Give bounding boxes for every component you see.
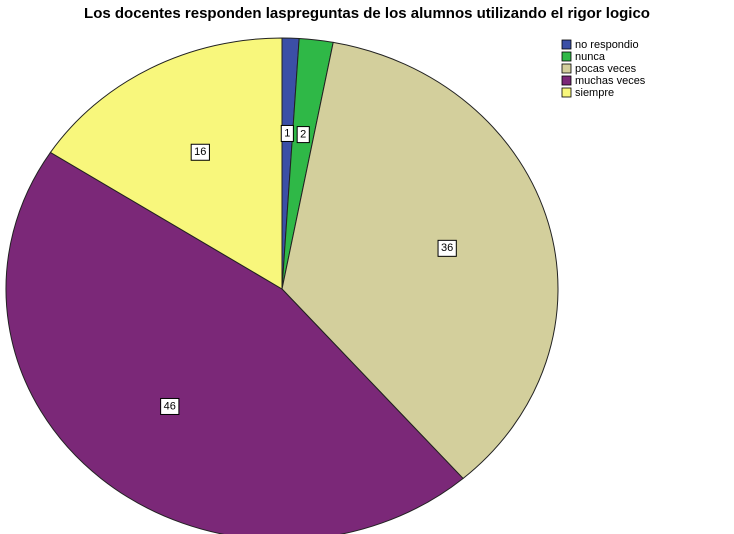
value-label-box — [296, 126, 310, 144]
legend-swatch — [561, 39, 572, 50]
value-label: 46 — [160, 397, 180, 415]
legend-label: siempre — [575, 87, 614, 99]
value-label-text: 16 — [194, 146, 206, 158]
value-label-text: 1 — [284, 127, 290, 139]
value-label-text: 36 — [441, 242, 453, 254]
value-label-text: 46 — [164, 400, 176, 412]
value-label-text: 2 — [300, 128, 306, 140]
value-label-box — [190, 143, 210, 161]
value-label: 36 — [437, 239, 457, 257]
legend-swatch — [561, 75, 572, 86]
value-label: 2 — [296, 126, 310, 144]
legend-label: nunca — [575, 51, 606, 63]
value-label-box — [280, 124, 294, 142]
pie-slice — [49, 37, 283, 290]
value-label-box — [437, 239, 457, 257]
legend-swatch — [561, 63, 572, 74]
pie-slice — [5, 151, 464, 534]
value-label: 16 — [190, 143, 210, 161]
value-label: 1 — [280, 124, 294, 142]
legend-swatch — [561, 87, 572, 98]
value-label-box — [160, 397, 180, 415]
chart-title: Los docentes responden laspreguntas de l… — [84, 5, 650, 22]
legend-swatch — [561, 51, 572, 62]
legend-label: no respondio — [575, 39, 639, 51]
legend-label: pocas veces — [575, 63, 637, 75]
pie-slice — [281, 41, 559, 480]
legend-label: muchas veces — [575, 75, 646, 87]
